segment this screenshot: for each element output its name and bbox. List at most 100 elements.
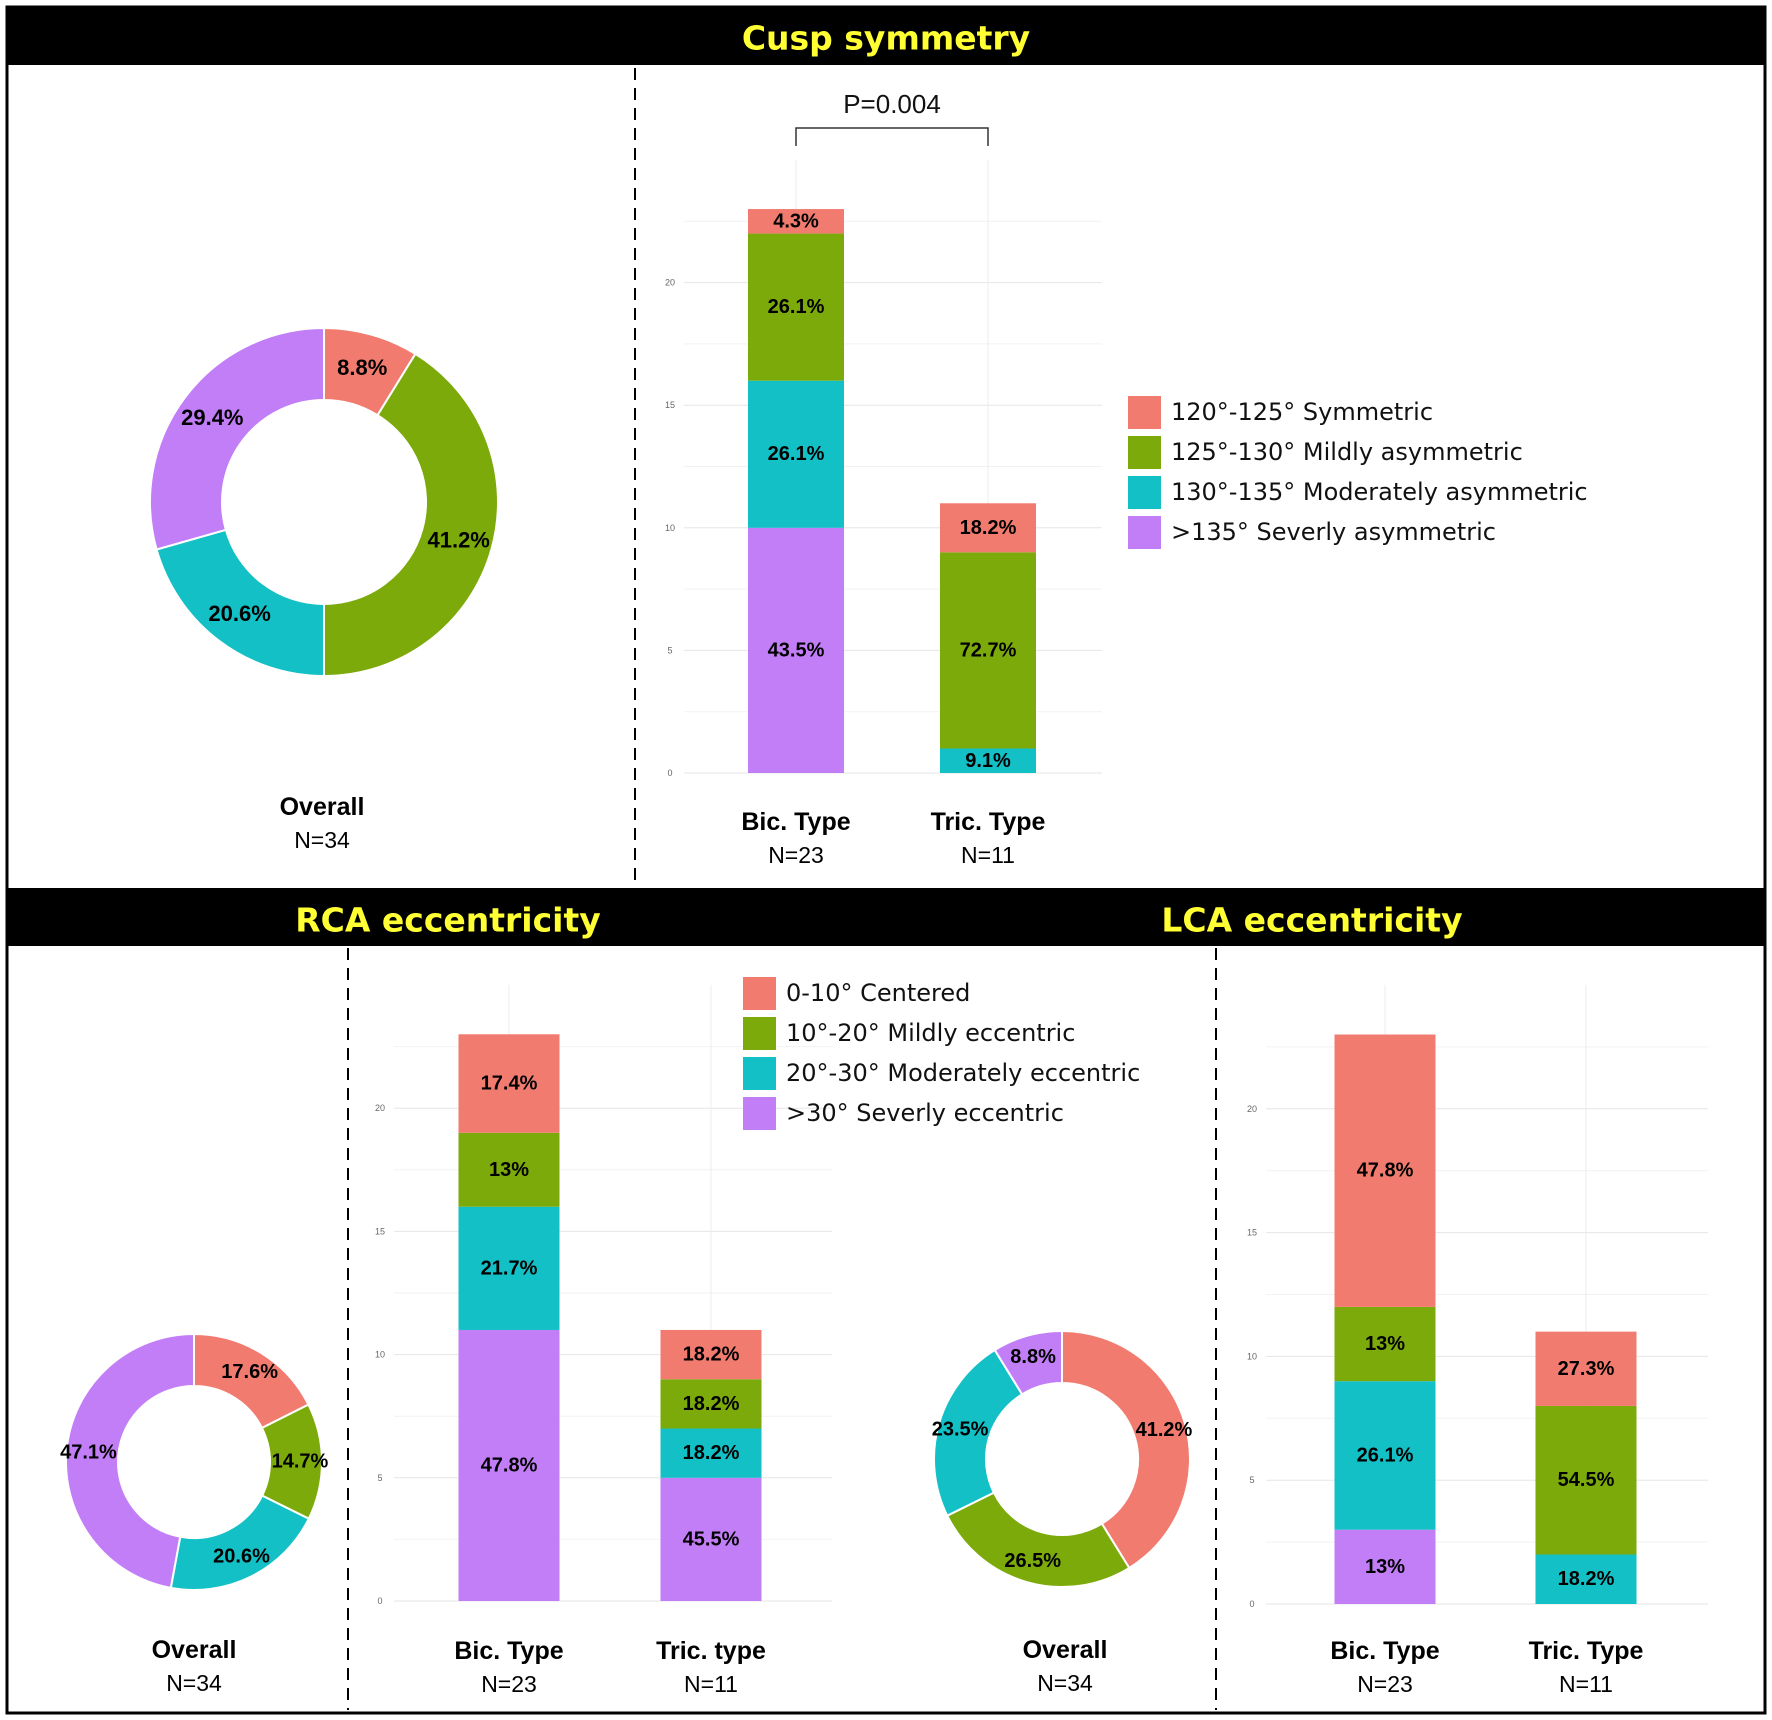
bar-label: 18.2% [683,1442,740,1464]
slice-label: 14.7% [272,1451,329,1473]
header-bar-cusp [7,7,1765,65]
slice-label: 26.5% [1004,1550,1061,1572]
donut-chart-rca_overall: 17.6% 14.7% 20.6% 47.1% Overall N=34 [60,1332,329,1696]
donut-slice [149,326,325,551]
legend-item: 0-10° Centered [786,979,970,1007]
legend-swatch [743,1057,776,1090]
donut-slice [155,528,325,678]
bar-segment [458,1206,560,1330]
category-label: Bic. Type [741,808,850,836]
bar-label: 18.2% [1558,1568,1615,1590]
bar-label: 43.5% [768,639,825,661]
slice-label: 47.1% [60,1441,117,1463]
header-bar-eccentricity [7,888,1765,946]
bar-segment [1334,1034,1436,1307]
legend-item: >30° Severly eccentric [786,1099,1064,1127]
y-tick-label: 20 [1247,1104,1257,1114]
bar-label: 26.1% [768,443,825,465]
y-tick-label: 20 [665,278,675,288]
bar-segment [1535,1331,1637,1406]
legend-swatch [1128,516,1161,549]
slice-label: 20.6% [208,601,270,626]
bar-segment [660,1477,762,1601]
y-tick-label: 10 [1247,1351,1257,1361]
n-label: N=11 [684,1671,738,1697]
donut-slice [323,352,499,678]
bar-segment [1535,1405,1637,1555]
overall-label: Overall [1023,1636,1108,1664]
legend-item: 20°-30° Moderately eccentric [786,1059,1140,1087]
bar-segment [748,527,844,773]
y-tick-label: 5 [667,645,672,655]
n-label: N=23 [1357,1671,1413,1697]
y-tick-label: 0 [667,768,672,778]
n-label: N=23 [768,842,824,868]
legend-swatch [743,1097,776,1130]
legend-swatch [743,977,776,1010]
header-title-cusp: Cusp symmetry [742,19,1030,58]
bar-segment [458,1329,560,1601]
bar-label: 54.5% [1558,1469,1615,1491]
legend-item: 125°-130° Mildly asymmetric [1171,438,1523,466]
bar-label: 47.8% [481,1454,538,1476]
y-tick-label: 0 [377,1596,382,1606]
n-label: N=11 [1559,1671,1613,1697]
n-label: N=11 [961,842,1015,868]
y-tick-label: 0 [1249,1599,1254,1609]
y-tick-label: 15 [665,400,675,410]
donut-chart-cusp_overall: 8.8% 41.2% 20.6% 29.4% Overall N=34 [149,326,499,853]
legend-cusp: 120°-125° Symmetric 125°-130° Mildly asym… [1128,396,1588,549]
n-label: N=34 [1037,1670,1093,1696]
bar-segment [660,1379,762,1429]
slice-label: 17.6% [221,1361,278,1383]
slice-label: 8.8% [337,355,387,380]
bar-label: 9.1% [965,750,1011,772]
bar-label: 17.4% [481,1073,538,1095]
n-label: N=34 [166,1670,222,1696]
donut-slice [1061,1329,1191,1570]
legend-item: >135° Severly asymmetric [1171,518,1496,546]
slice-label: 41.2% [427,528,489,553]
bar-label: 45.5% [683,1528,740,1550]
stacked-bar-chart-lca_bars: 0 5 10 15 20 13% 26.1% 13% 47.8% Bic. Type N=23 18.… [1247,985,1708,1697]
bar-label: 13% [1365,1333,1405,1355]
legend-swatch [1128,396,1161,429]
y-tick-label: 5 [1249,1475,1254,1485]
p-value-annotation: P=0.004 [843,89,941,119]
y-tick-label: 15 [1247,1228,1257,1238]
y-tick-label: 10 [665,523,675,533]
legend-swatch [743,1017,776,1050]
legend-swatch [1128,436,1161,469]
y-tick-label: 15 [375,1226,385,1236]
category-label: Tric. Type [1529,1637,1644,1665]
bar-label: 26.1% [768,296,825,318]
n-label: N=34 [294,827,350,853]
category-label: Bic. Type [454,1637,563,1665]
stacked-bar-chart-rca_bars: 0 5 10 15 20 47.8% 21.7% 13% 17.4% Bic. Type N=23 4… [375,985,832,1697]
category-label: Bic. Type [1330,1637,1439,1665]
bar-label: 13% [489,1159,529,1181]
category-label: Tric. type [656,1637,766,1665]
n-label: N=23 [481,1671,537,1697]
bar-segment [940,552,1036,749]
donut-slice [65,1332,195,1590]
legend-swatch [1128,476,1161,509]
header-title-rca: RCA eccentricity [295,901,601,940]
bar-label: 18.2% [960,517,1017,539]
bar-segment [748,380,844,528]
bar-segment [748,209,844,234]
bar-label: 26.1% [1357,1444,1414,1466]
y-tick-label: 5 [377,1473,382,1483]
significance-bracket [795,127,989,146]
donut-slice [945,1491,1131,1588]
donut-chart-lca_overall: 41.2% 26.5% 23.5% 8.8% Overall N=34 [932,1329,1193,1696]
bar-segment [748,233,844,381]
stacked-bar-chart-cusp_bars: 0 5 10 15 20 43.5% 26.1% 26.1% 4.3% Bic. Type N=23… [665,89,1102,868]
donut-slice [993,1329,1063,1396]
bar-label: 72.7% [960,639,1017,661]
y-tick-label: 20 [375,1103,385,1113]
bar-label: 18.2% [683,1344,740,1366]
bar-label: 13% [1365,1556,1405,1578]
bar-label: 4.3% [773,210,819,232]
